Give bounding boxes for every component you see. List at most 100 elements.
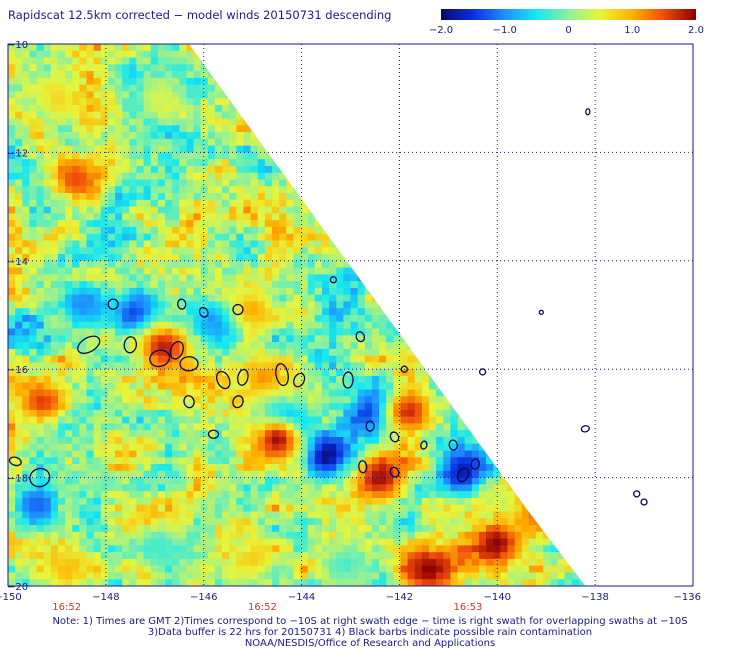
wind-cell — [172, 145, 180, 153]
wind-cell — [679, 159, 687, 166]
wind-cell — [164, 199, 173, 208]
wind-cell — [371, 138, 380, 147]
wind-cell — [386, 294, 394, 302]
wind-cell — [578, 132, 586, 140]
wind-cell — [179, 138, 187, 147]
wind-cell — [371, 152, 380, 160]
wind-cell — [486, 44, 494, 52]
wind-cell — [386, 240, 394, 248]
wind-cell — [571, 267, 580, 275]
wind-cell — [528, 186, 537, 194]
wind-cell — [293, 226, 301, 235]
wind-cell — [293, 335, 301, 343]
wind-cell — [293, 220, 301, 228]
wind-cell — [486, 57, 494, 65]
wind-cell — [29, 71, 37, 79]
wind-cell — [386, 213, 394, 221]
wind-cell — [57, 213, 66, 221]
wind-cell — [557, 71, 565, 79]
wind-cell — [600, 213, 608, 220]
wind-cell — [257, 165, 266, 174]
wind-cell — [650, 342, 658, 349]
wind-cell — [379, 355, 387, 363]
wind-cell — [436, 375, 444, 384]
wind-cell — [264, 274, 273, 282]
wind-cell — [129, 193, 137, 201]
wind-cell — [122, 179, 130, 187]
wind-cell — [414, 308, 423, 316]
wind-cell — [79, 369, 87, 377]
wind-cell — [414, 159, 423, 167]
wind-cell — [443, 342, 451, 350]
wind-cell — [200, 206, 209, 214]
wind-cell — [43, 254, 52, 262]
wind-cell — [615, 91, 623, 98]
wind-cell — [314, 274, 323, 282]
wind-cell — [172, 389, 180, 397]
wind-cell — [557, 267, 565, 275]
wind-cell — [50, 220, 59, 228]
wind-cell — [243, 57, 252, 65]
wind-cell — [478, 44, 487, 52]
wind-cell — [543, 44, 551, 52]
wind-cell — [314, 159, 323, 167]
wind-cell — [329, 125, 337, 133]
wind-cell — [236, 321, 244, 329]
wind-cell — [371, 274, 380, 282]
wind-cell — [293, 328, 301, 336]
wind-cell — [314, 193, 323, 201]
wind-cell — [450, 98, 458, 106]
wind-cell — [193, 50, 202, 58]
wind-cell — [679, 322, 687, 329]
wind-cell — [200, 328, 209, 336]
wind-cell — [186, 389, 194, 397]
wind-cell — [686, 71, 694, 78]
wind-cell — [586, 85, 594, 92]
wind-cell — [79, 57, 87, 65]
wind-cell — [36, 254, 45, 262]
wind-cell — [600, 180, 608, 187]
wind-cell — [86, 274, 95, 282]
wind-cell — [115, 71, 123, 79]
wind-cell — [50, 145, 59, 153]
wind-cell — [571, 260, 580, 268]
wind-cell — [357, 308, 366, 316]
wind-cell — [436, 206, 444, 214]
wind-cell — [471, 389, 480, 397]
wind-cell — [343, 64, 351, 72]
wind-cell — [629, 51, 637, 58]
wind-cell — [578, 84, 586, 92]
wind-cell — [264, 84, 273, 92]
wind-cell — [486, 226, 494, 235]
wind-cell — [164, 254, 173, 262]
wind-cell — [193, 104, 202, 113]
wind-cell — [629, 200, 637, 207]
wind-cell — [615, 295, 623, 302]
wind-cell — [279, 57, 287, 65]
wind-cell — [564, 111, 573, 119]
wind-cell — [136, 287, 144, 296]
wind-cell — [86, 132, 95, 140]
wind-cell — [179, 84, 187, 92]
wind-cell — [150, 226, 159, 235]
wind-cell — [214, 172, 223, 180]
wind-cell — [607, 186, 615, 193]
wind-cell — [150, 193, 159, 201]
wind-cell — [486, 91, 494, 99]
wind-cell — [650, 301, 658, 308]
wind-cell — [350, 382, 359, 390]
wind-cell — [543, 389, 551, 397]
wind-cell — [500, 254, 508, 262]
wind-cell — [428, 193, 437, 201]
wind-cell — [371, 84, 380, 92]
wind-cell — [36, 179, 45, 187]
wind-cell — [293, 348, 301, 357]
wind-cell — [386, 84, 394, 92]
wind-cell — [507, 84, 516, 92]
wind-cell — [507, 233, 516, 241]
wind-cell — [43, 57, 52, 65]
wind-cell — [679, 240, 687, 247]
wind-cell — [286, 77, 294, 86]
wind-cell — [279, 138, 287, 147]
wind-cell — [672, 139, 680, 146]
